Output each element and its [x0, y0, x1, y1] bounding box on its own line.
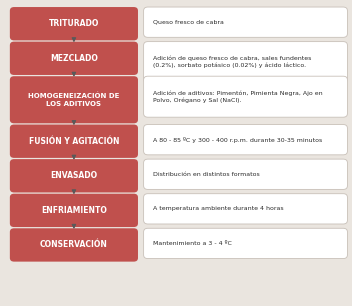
FancyBboxPatch shape	[10, 125, 138, 158]
Text: Queso fresco de cabra: Queso fresco de cabra	[153, 20, 224, 25]
Text: Adición de queso fresco de cabra, sales fundentes
(0.2%), sorbato potásico (0.02: Adición de queso fresco de cabra, sales …	[153, 56, 312, 69]
Text: Adición de aditivos: Pimentón, Pimienta Negra, Ajo en
Polvo, Orégano y Sal (NaCl: Adición de aditivos: Pimentón, Pimienta …	[153, 90, 323, 103]
Text: FUSIÓN Y AGITACIÓN: FUSIÓN Y AGITACIÓN	[29, 137, 119, 146]
FancyBboxPatch shape	[10, 194, 138, 227]
Text: MEZCLADO: MEZCLADO	[50, 54, 98, 63]
FancyBboxPatch shape	[10, 76, 138, 123]
FancyBboxPatch shape	[144, 125, 347, 155]
FancyBboxPatch shape	[144, 159, 347, 189]
FancyBboxPatch shape	[144, 228, 347, 259]
Text: Distribución en distintos formatos: Distribución en distintos formatos	[153, 172, 260, 177]
Text: A temperatura ambiente durante 4 horas: A temperatura ambiente durante 4 horas	[153, 206, 284, 211]
Text: ENVASADO: ENVASADO	[50, 171, 98, 180]
FancyBboxPatch shape	[144, 76, 347, 117]
FancyBboxPatch shape	[144, 7, 347, 37]
FancyBboxPatch shape	[144, 194, 347, 224]
Text: Mantenimiento a 3 - 4 ºC: Mantenimiento a 3 - 4 ºC	[153, 241, 232, 246]
FancyBboxPatch shape	[10, 7, 138, 40]
FancyBboxPatch shape	[10, 228, 138, 262]
Text: TRITURADO: TRITURADO	[49, 19, 99, 28]
Text: ENFRIAMIENTO: ENFRIAMIENTO	[41, 206, 107, 215]
FancyBboxPatch shape	[10, 42, 138, 75]
FancyBboxPatch shape	[144, 42, 347, 83]
FancyBboxPatch shape	[10, 159, 138, 192]
Text: CONSERVACIÓN: CONSERVACIÓN	[40, 241, 108, 249]
Text: A 80 - 85 ºC y 300 - 400 r.p.m. durante 30-35 minutos: A 80 - 85 ºC y 300 - 400 r.p.m. durante …	[153, 137, 322, 143]
Text: HOMOGENEIZACIÓN DE
LOS ADITIVOS: HOMOGENEIZACIÓN DE LOS ADITIVOS	[28, 93, 120, 107]
